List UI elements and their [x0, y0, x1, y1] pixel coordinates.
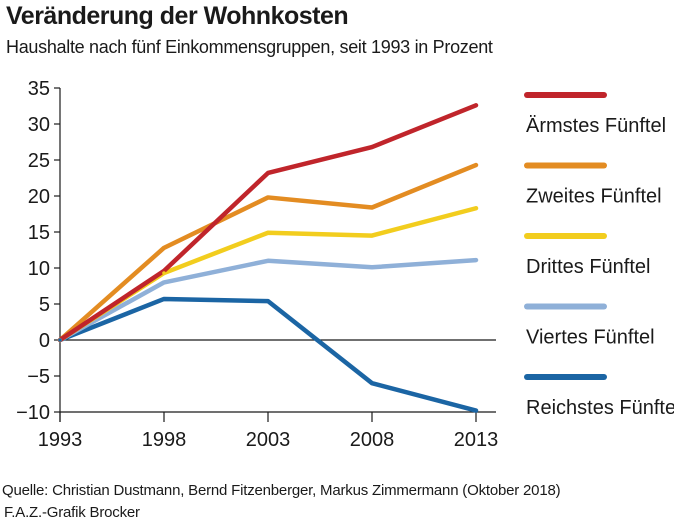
graphic-credit: F.A.Z.-Grafik Brocker — [4, 504, 140, 521]
legend-label: Reichstes Fünftel — [526, 397, 674, 419]
data-point — [474, 163, 478, 167]
data-point — [58, 338, 62, 342]
data-point — [370, 145, 374, 149]
x-tick-label: 2013 — [454, 429, 499, 451]
chart-subtitle: Haushalte nach fünf Einkommensgruppen, s… — [6, 37, 493, 57]
data-point — [162, 246, 166, 250]
x-tick-label: 2003 — [246, 429, 291, 451]
data-point — [266, 195, 270, 200]
data-point — [162, 297, 166, 301]
source-note: Quelle: Christian Dustmann, Bernd Fitzen… — [2, 482, 561, 499]
data-point — [474, 408, 478, 413]
data-point — [474, 258, 478, 262]
y-tick-label: 15 — [28, 222, 50, 244]
y-tick-label: 10 — [28, 258, 50, 280]
chart-legend: Ärmstes Fünftel Zweites Fünftel Drittes Fü… — [524, 92, 674, 419]
y-tick-label: −10 — [16, 402, 50, 424]
data-point — [266, 230, 270, 235]
x-tick-label: 2008 — [350, 429, 395, 451]
y-tick-label: −5 — [27, 366, 50, 388]
data-point — [266, 171, 270, 175]
x-tick-label: 1998 — [142, 429, 187, 451]
legend-label: Ärmstes Fünftel — [526, 115, 666, 137]
x-tick-label: 1993 — [38, 429, 83, 451]
y-tick-label: 0 — [39, 330, 50, 352]
series-line — [57, 205, 479, 343]
legend-label: Zweites Fünftel — [526, 186, 662, 208]
data-point — [370, 233, 374, 238]
data-point — [266, 259, 270, 263]
y-tick-label: 25 — [28, 150, 50, 172]
y-tick-label: 30 — [28, 114, 50, 136]
chart-series — [57, 103, 479, 413]
y-tick-label: 20 — [28, 186, 50, 208]
data-point — [162, 271, 166, 275]
legend-label: Viertes Fünftel — [526, 327, 655, 349]
series-line — [57, 296, 479, 413]
legend-label: Drittes Fünftel — [526, 256, 650, 278]
data-point — [474, 103, 478, 108]
data-point — [370, 381, 374, 386]
chart-axes: 35 30 25 20 15 10 5 0 −5 −10 1993 1998 2003 2008 2013 — [16, 78, 498, 451]
chart-title: Veränderung der Wohnkosten — [6, 2, 349, 30]
data-point — [474, 206, 478, 211]
data-point — [370, 265, 374, 270]
data-point — [162, 280, 166, 285]
y-tick-label: 35 — [28, 78, 50, 100]
data-point — [370, 205, 374, 210]
data-point — [266, 299, 270, 303]
y-tick-label: 5 — [39, 294, 50, 316]
